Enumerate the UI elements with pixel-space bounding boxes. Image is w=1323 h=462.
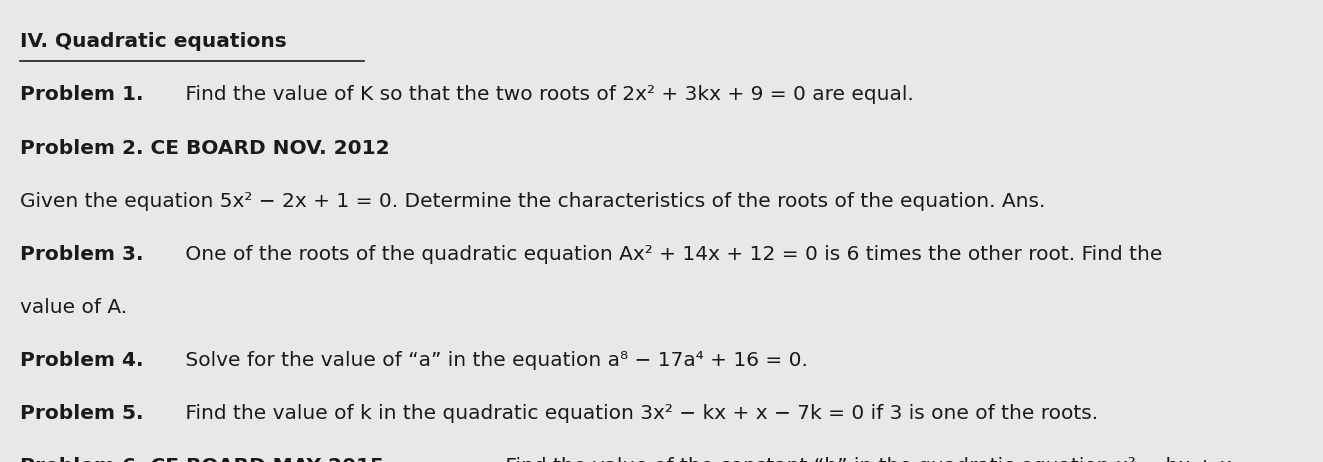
Text: Problem 3.: Problem 3. (20, 245, 143, 264)
Text: Problem 5.: Problem 5. (20, 404, 143, 423)
Text: One of the roots of the quadratic equation Ax² + 14x + 12 = 0 is 6 times the oth: One of the roots of the quadratic equati… (179, 245, 1163, 264)
Text: Solve for the value of “a” in the equation a⁸ − 17a⁴ + 16 = 0.: Solve for the value of “a” in the equati… (179, 351, 808, 370)
Text: IV. Quadratic equations: IV. Quadratic equations (20, 32, 287, 51)
Text: Problem 6. CE BOARD MAY 2015.: Problem 6. CE BOARD MAY 2015. (20, 457, 392, 462)
Text: value of A.: value of A. (20, 298, 127, 317)
Text: Problem 1.: Problem 1. (20, 85, 143, 104)
Text: Find the value of the constant “h” in the quadratic equation x² − hx + x −: Find the value of the constant “h” in th… (499, 457, 1256, 462)
Text: Given the equation 5x² − 2x + 1 = 0. Determine the characteristics of the roots : Given the equation 5x² − 2x + 1 = 0. Det… (20, 192, 1045, 211)
Text: Find the value of K so that the two roots of 2x² + 3kx + 9 = 0 are equal.: Find the value of K so that the two root… (179, 85, 914, 104)
Text: Problem 2. CE BOARD NOV. 2012: Problem 2. CE BOARD NOV. 2012 (20, 139, 389, 158)
Text: Problem 4.: Problem 4. (20, 351, 143, 370)
Text: Find the value of k in the quadratic equation 3x² − kx + x − 7k = 0 if 3 is one : Find the value of k in the quadratic equ… (179, 404, 1098, 423)
